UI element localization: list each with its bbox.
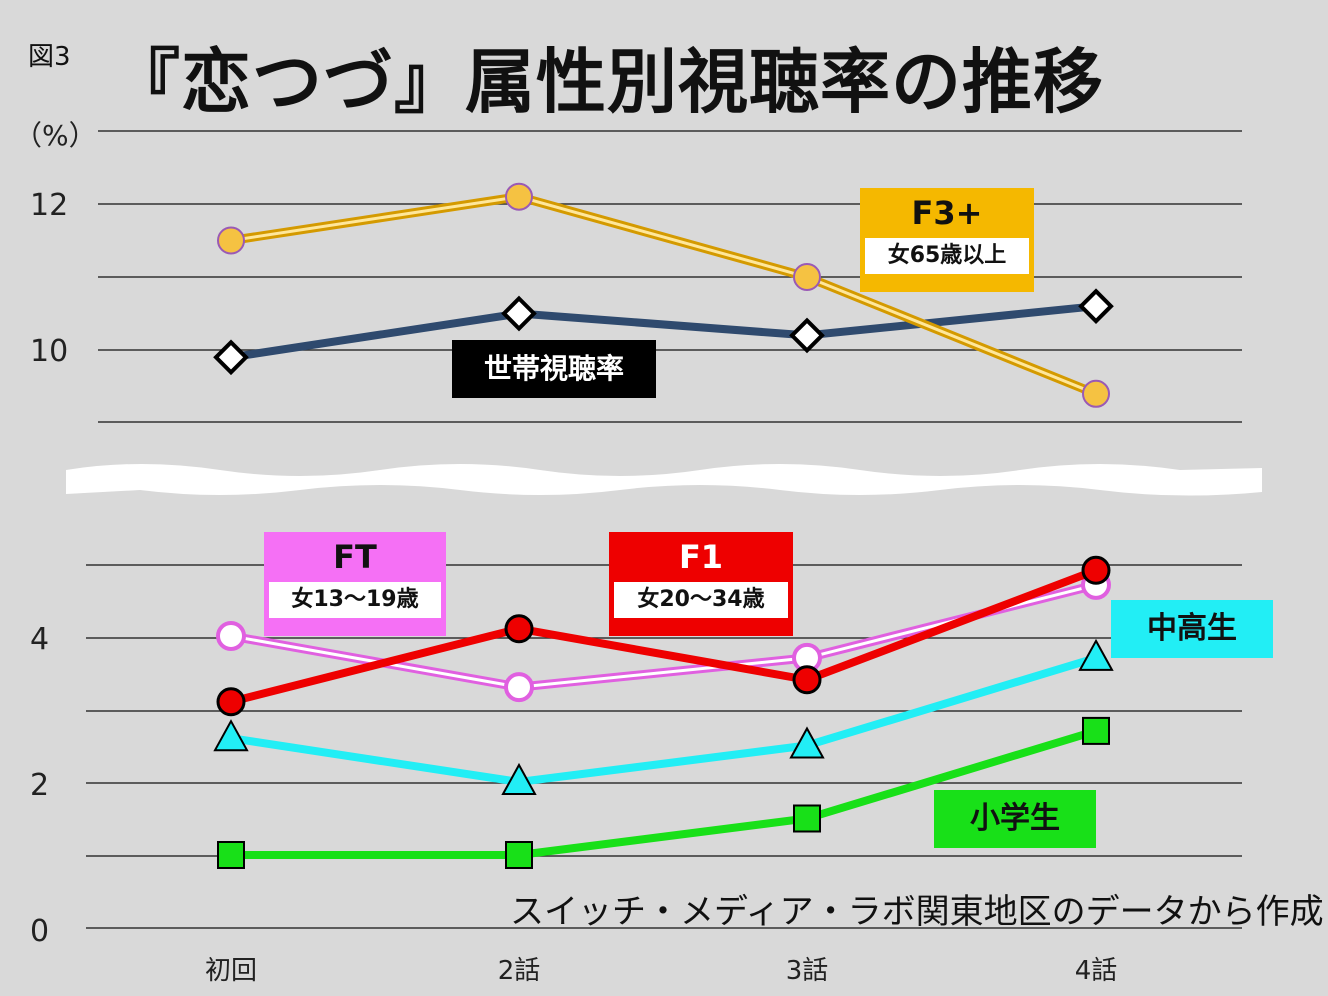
point-f3plus-3 <box>793 263 821 291</box>
x-tick-label-ep4: 4話 <box>1074 956 1118 986</box>
legend-f3plus: F3+ 女65歳以上 <box>860 188 1034 292</box>
point-shogakusei-2 <box>505 841 533 869</box>
legend-f1-label: F1 <box>678 538 724 576</box>
chart-title: 『恋つづ』属性別視聴率の推移 <box>110 41 1104 123</box>
x-tick-label-ep1: 初回 <box>204 956 258 986</box>
legend-f3plus-label: F3+ <box>911 194 983 232</box>
legend-shogakusei: 小学生 <box>934 790 1096 848</box>
point-chukosei-3 <box>789 726 825 759</box>
legend-household: 世帯視聴率 <box>452 340 656 398</box>
point-household-3 <box>789 317 825 354</box>
axis-break-band <box>66 464 1262 496</box>
point-ft-1 <box>216 621 246 651</box>
x-tick-label-ep3: 3話 <box>785 956 829 986</box>
series-line-household <box>230 302 1097 362</box>
legend-ft-sublabel: 女13～19歳 <box>269 582 441 618</box>
legend-f1-sublabel: 女20～34歳 <box>614 582 788 618</box>
series-line-f3plus <box>230 195 1097 396</box>
legend-chukosei-label: 中高生 <box>1147 611 1237 646</box>
point-f1-3 <box>792 665 822 695</box>
legend-f3plus-sublabel: 女65歳以上 <box>865 238 1029 274</box>
point-chukosei-1 <box>213 719 249 752</box>
legend-household-label: 世帯視聴率 <box>483 352 624 385</box>
legend-ft: FT 女13～19歳 <box>264 532 446 636</box>
y-tick-label-2: 2 <box>30 768 50 803</box>
figure-label: 図3 <box>28 42 71 72</box>
source-note: スイッチ・メディア・ラボ関東地区のデータから作成 <box>510 892 1324 932</box>
y-tick-label-10: 10 <box>30 334 69 369</box>
point-f3plus-4 <box>1082 379 1110 408</box>
point-household-4 <box>1078 288 1114 325</box>
point-f1-1 <box>216 687 246 717</box>
point-f3plus-1 <box>217 226 245 255</box>
point-f1-4 <box>1081 555 1111 585</box>
legend-chukosei: 中高生 <box>1111 600 1273 658</box>
y-axis-unit-label: （%） <box>14 119 97 152</box>
legend-ft-label: FT <box>333 538 377 576</box>
series-line-f1 <box>230 566 1098 706</box>
point-shogakusei-1 <box>217 841 245 869</box>
point-chukosei-2 <box>501 762 537 795</box>
y-tick-label-12: 12 <box>30 188 69 223</box>
series-line-chukosei <box>230 654 1098 787</box>
point-ft-2 <box>504 672 534 703</box>
series-line-shogakusei <box>231 727 1098 859</box>
y-tick-label-0: 0 <box>30 914 50 949</box>
x-tick-label-ep2: 2話 <box>497 956 541 986</box>
point-f1-2 <box>504 614 534 644</box>
legend-shogakusei-label: 小学生 <box>970 801 1060 836</box>
point-household-2 <box>501 295 537 332</box>
point-shogakusei-3 <box>793 804 821 833</box>
point-f3plus-2 <box>505 182 533 211</box>
point-chukosei-4 <box>1078 638 1114 671</box>
point-shogakusei-4 <box>1082 716 1110 745</box>
legend-f1: F1 女20～34歳 <box>609 532 793 636</box>
point-household-1 <box>213 339 249 376</box>
y-tick-label-4: 4 <box>30 622 50 657</box>
